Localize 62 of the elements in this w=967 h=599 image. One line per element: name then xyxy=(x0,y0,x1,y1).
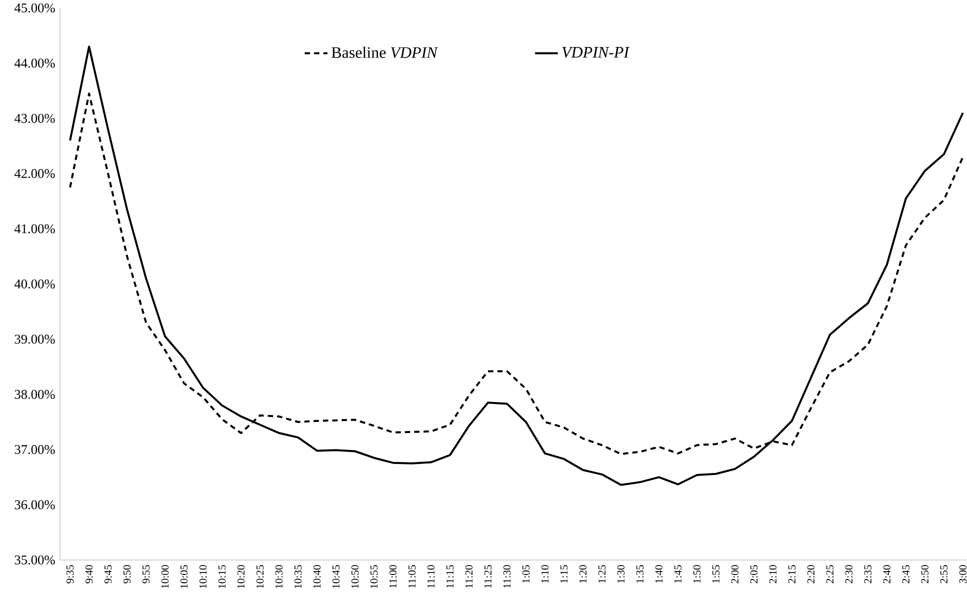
x-tick-label: 11:15 xyxy=(446,565,454,588)
x-tick-label: 1:35 xyxy=(636,565,644,583)
legend-label: VDPIN-PI xyxy=(562,47,630,58)
x-tick-label: 10:40 xyxy=(313,565,321,588)
x-tick-label: 9:40 xyxy=(85,565,93,584)
y-tick-label: 45.00% xyxy=(14,3,55,13)
x-tick-label: 2:45 xyxy=(902,565,910,584)
x-tick-label: 10:05 xyxy=(180,565,188,588)
x-tick-label: 2:10 xyxy=(769,565,777,584)
x-tick-label: 11:25 xyxy=(484,565,492,588)
x-tick-label: 9:45 xyxy=(104,565,112,584)
x-tick-label: 11:10 xyxy=(427,565,435,588)
y-tick-label: 35.00% xyxy=(14,555,55,565)
x-tick-label: 2:15 xyxy=(788,565,796,584)
x-tick-label: 1:20 xyxy=(579,565,587,583)
y-tick-label: 36.00% xyxy=(14,500,55,510)
x-tick-label: 1:05 xyxy=(522,565,530,583)
y-tick-label: 38.00% xyxy=(14,390,55,399)
x-tick-label: 1:30 xyxy=(617,565,625,583)
y-tick-label: 44.00% xyxy=(14,58,55,68)
line-series xyxy=(69,46,964,486)
x-tick-label: 11:20 xyxy=(465,565,473,588)
x-tick-label: 1:15 xyxy=(560,565,568,583)
x-tick-label: 11:30 xyxy=(503,565,511,588)
x-tick-label: 2:40 xyxy=(883,565,891,584)
x-tick-label: 2:00 xyxy=(731,565,739,584)
x-tick-label: 1:40 xyxy=(655,565,663,583)
x-tick-label: 2:25 xyxy=(826,565,834,584)
x-tick-label: 10:55 xyxy=(370,565,378,588)
x-tick-label: 1:55 xyxy=(712,565,720,583)
x-tick-label: 1:10 xyxy=(541,565,549,583)
x-tick-label: 2:20 xyxy=(807,565,815,584)
x-tick-label: 10:15 xyxy=(218,565,226,588)
x-tick-label: 10:20 xyxy=(237,565,245,588)
legend-label: Baseline VDPIN xyxy=(332,46,438,58)
x-tick-label: 10:45 xyxy=(332,565,340,588)
x-tick-label: 10:50 xyxy=(351,565,359,588)
x-tick-label: 3:00 xyxy=(959,565,966,584)
y-tick-label: 39.00% xyxy=(14,334,55,344)
x-tick-label: 9:55 xyxy=(142,565,150,584)
x-tick-label: 9:50 xyxy=(123,565,131,584)
y-tick-label: 40.00% xyxy=(14,279,55,289)
x-tick-label: 2:35 xyxy=(864,565,872,584)
x-tick-label: 10:10 xyxy=(199,565,207,588)
x-tick-label: 9:35 xyxy=(66,565,74,584)
x-tick-label: 2:50 xyxy=(921,565,928,584)
x-tick-label: 1:45 xyxy=(674,565,682,583)
y-tick-label: 41.00% xyxy=(14,224,55,234)
x-tick-label: 2:30 xyxy=(845,565,853,584)
x-tick-label: 1:25 xyxy=(598,565,606,583)
x-tick-label: 2:05 xyxy=(750,565,758,584)
x-tick-label: 10:25 xyxy=(256,565,264,588)
y-tick-label: 42.00% xyxy=(14,169,55,178)
x-tick-label: 11:00 xyxy=(389,565,397,588)
y-tick-label: 43.00% xyxy=(14,114,55,123)
x-tick-label: 2:55 xyxy=(940,565,948,584)
x-tick-label: 10:00 xyxy=(161,565,169,588)
x-tick-label: 11:05 xyxy=(408,565,416,588)
x-tick-label: 10:35 xyxy=(294,565,302,588)
x-tick-label: 10:30 xyxy=(275,565,283,588)
x-tick-label: 1:50 xyxy=(693,565,701,583)
y-tick-label: 37.00% xyxy=(14,445,55,454)
